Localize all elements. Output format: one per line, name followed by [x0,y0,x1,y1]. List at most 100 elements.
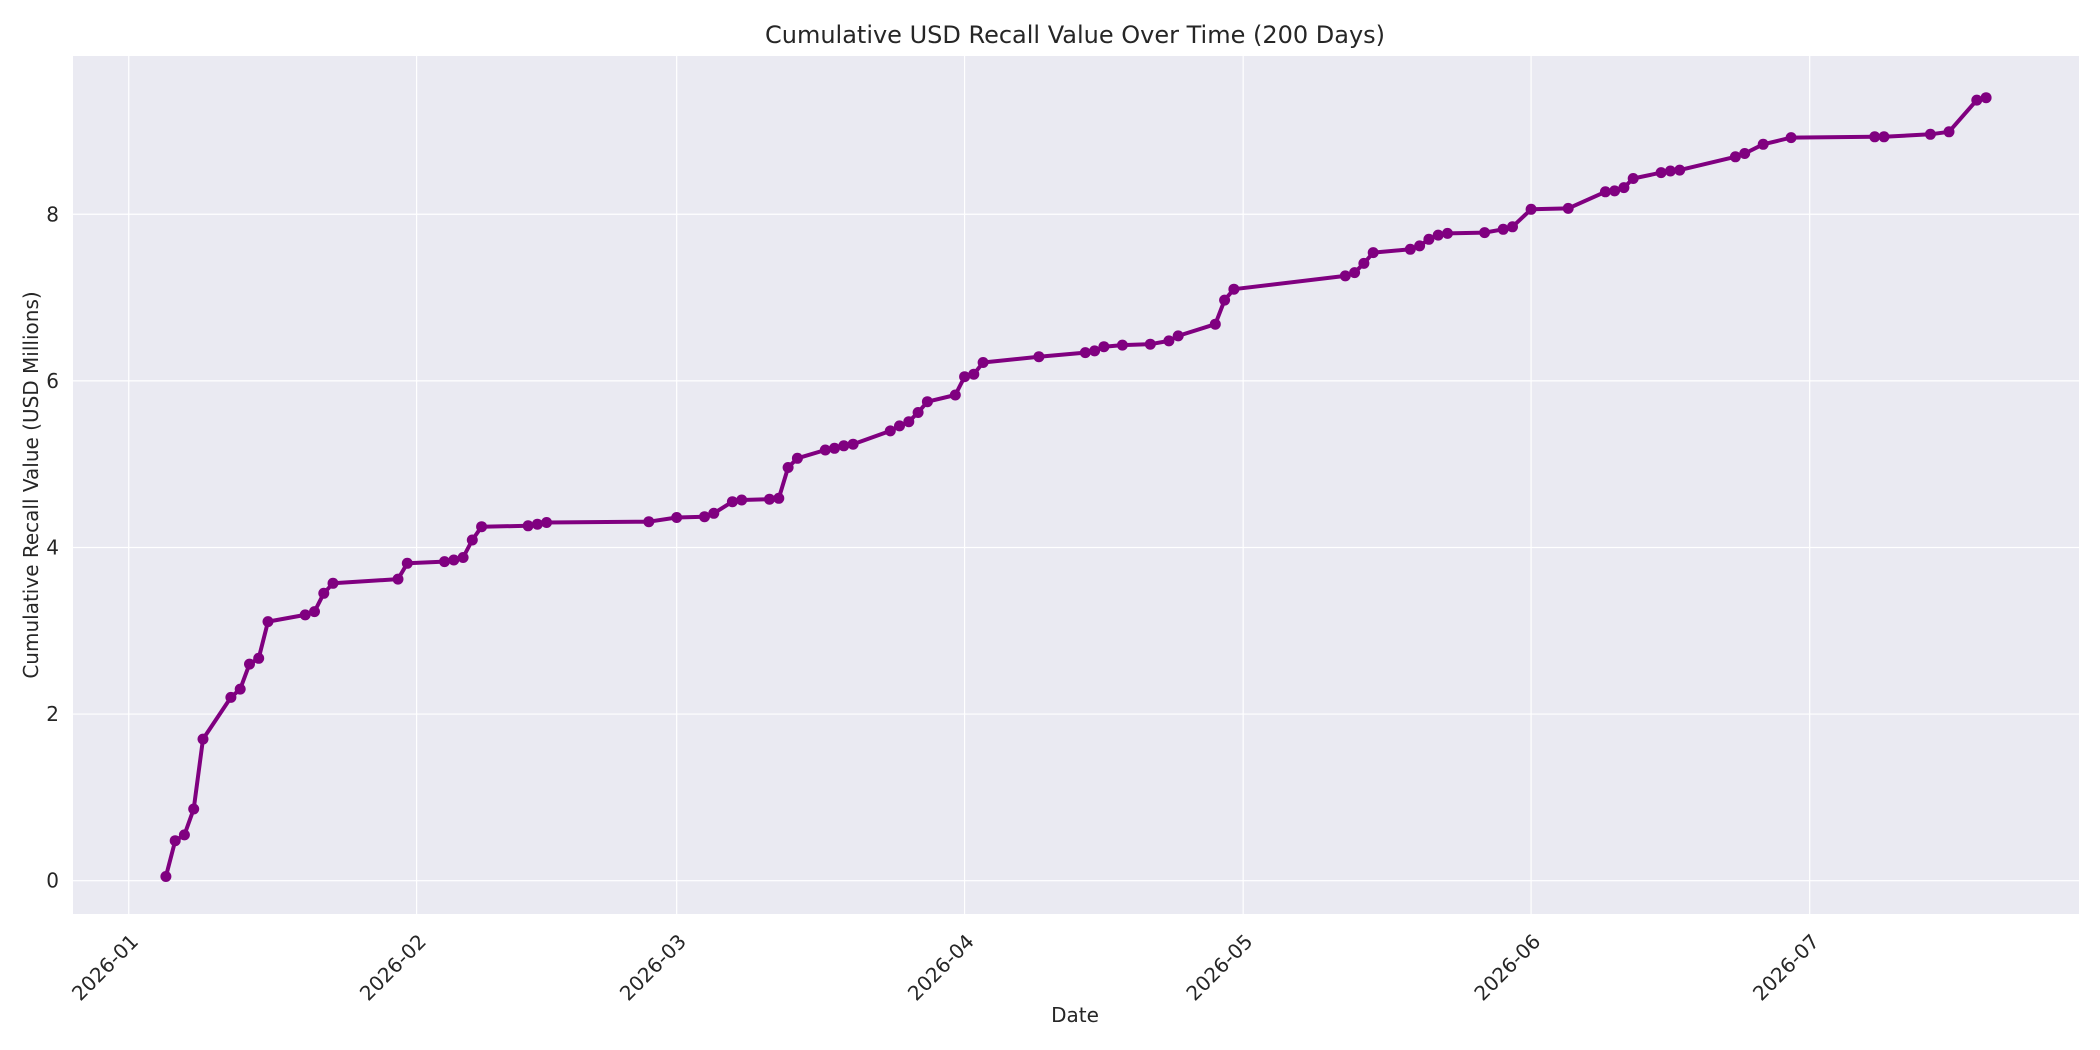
data-point [244,658,255,670]
data-point [1116,339,1128,351]
data-point [1163,335,1175,347]
data-point [1089,345,1101,357]
data-point [1971,94,1983,106]
data-point [829,442,840,454]
data-point [457,552,469,563]
data-point [884,425,896,437]
data-point [531,518,543,530]
data-point [726,496,738,508]
data-point [782,462,794,473]
data-point [1618,182,1630,194]
data-point [1627,173,1639,184]
y-tick-label: 8 [46,202,59,226]
data-point [439,556,450,568]
data-point [1785,132,1797,144]
data-point [1432,229,1444,241]
data-point [1144,338,1156,350]
data-point [894,420,905,432]
data-point [1609,185,1621,197]
data-point [1525,203,1537,215]
data-point [1033,351,1045,363]
data-point [912,407,924,418]
data-point [1219,294,1231,306]
y-tick-label: 2 [46,702,59,726]
data-point [299,609,311,621]
data-point [178,829,190,841]
data-point [1423,233,1435,245]
data-point [188,803,200,815]
data-point [764,493,775,505]
data-point [1358,257,1370,269]
data-point [1497,223,1509,235]
data-point [392,573,404,585]
data-point [309,606,320,618]
data-point [699,511,710,523]
data-point [401,557,413,569]
chart-title: Cumulative USD Recall Value Over Time (2… [765,21,1385,49]
data-point [160,871,172,882]
data-point [1098,341,1110,353]
data-point [847,438,859,450]
data-point [1729,151,1741,163]
x-axis-label: Date [1051,1003,1099,1027]
data-point [1209,318,1221,330]
data-point [1980,92,1992,104]
y-tick-label: 4 [46,535,59,559]
data-point [234,683,246,695]
data-point [1414,240,1426,252]
data-point [225,691,237,703]
data-point [1367,247,1379,259]
data-point [1599,186,1611,198]
data-point [819,444,831,456]
y-axis-label: Cumulative Recall Value (USD Millions) [19,291,43,678]
data-point [968,368,980,380]
data-point [959,371,971,383]
data-point [1562,202,1574,214]
data-point [949,389,961,401]
data-point [1172,330,1184,342]
data-point [903,416,915,428]
data-point [1079,347,1091,359]
data-point [1739,148,1751,159]
data-point [253,652,265,664]
data-point [1479,227,1491,239]
data-point [1869,131,1881,143]
data-point [1664,165,1676,177]
data-point [318,587,330,599]
data-point [522,520,534,532]
data-point [671,512,683,523]
data-point [1228,283,1240,295]
data-point [327,577,339,589]
plot-area [73,56,2079,914]
data-point [1349,267,1361,279]
data-point [773,492,785,504]
data-point [1655,167,1667,179]
data-point [466,534,478,546]
grid-lines [73,56,2079,914]
data-point [1339,270,1351,282]
data-point [1404,243,1416,255]
data-point [791,452,803,464]
data-point [838,440,850,452]
data-point [1757,138,1769,150]
data-point [1442,227,1453,239]
data-point [977,357,989,368]
y-axis-ticks: 0 2 4 6 8 [46,202,59,892]
data-point [736,494,748,506]
data-point [708,507,720,519]
data-point [197,733,209,745]
data-point [643,516,655,528]
y-tick-label: 0 [46,869,59,893]
data-point [169,835,181,847]
data-point [921,396,933,408]
data-point [1924,128,1936,140]
data-point [1674,164,1686,176]
series-group [160,92,1992,882]
data-point [1507,221,1518,233]
data-point [476,521,488,533]
data-point [448,554,460,566]
y-tick-label: 6 [46,369,59,393]
data-point [262,616,274,628]
data-point [541,517,553,528]
